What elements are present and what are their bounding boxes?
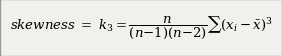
Text: $\mathit{skewness}\ =\ \mathit{k}_3 = \dfrac{\mathit{n}}{(\mathit{n}\mathrm{-}1): $\mathit{skewness}\ =\ \mathit{k}_3 = \d… [10, 14, 272, 40]
